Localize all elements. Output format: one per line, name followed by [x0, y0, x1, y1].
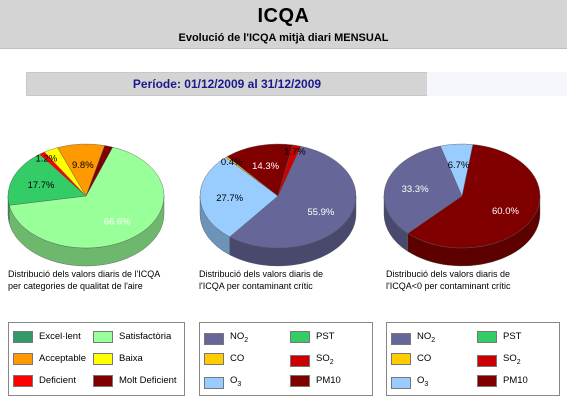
chart-1-caption-line-1: Distribució dels valors diaris de l'ICQA	[8, 269, 161, 279]
legend-swatch	[13, 375, 33, 387]
pie-chart-2: 55.9% 27.7% 0.4% 14.3% 1.7%	[199, 143, 357, 267]
pie-label-no2: 55.9%	[307, 207, 334, 218]
pie-label-so2: 1.7%	[284, 147, 306, 158]
legend-swatch	[290, 331, 310, 343]
chart-2-caption: Distribució dels valors diaris de l'ICQA…	[199, 268, 323, 292]
pie-chart-3: 60.0% 33.3% 6.7%	[383, 143, 541, 267]
legend-item-excel-lent: Excel·lent	[13, 329, 81, 345]
legend-swatch	[477, 331, 497, 343]
pie-slice-pm10	[226, 143, 293, 197]
pie-label-no2: 33.3%	[402, 184, 429, 195]
pie-slice-pm10	[407, 144, 541, 249]
legend-label: Excel·lent	[39, 331, 81, 342]
pie-slice-excel-lent	[7, 153, 87, 206]
chart-3-caption: Distribució dels valors diaris de l'ICQA…	[386, 268, 511, 292]
legend-chart-3: NO2 PST CO SO2 O3 PM10	[386, 322, 560, 396]
legend-label: PST	[316, 331, 335, 342]
legend-item-pm10: PM10	[290, 373, 341, 389]
legend-item-baixa: Baixa	[93, 351, 143, 367]
chart-1-caption: Distribució dels valors diaris de l'ICQA…	[8, 268, 160, 292]
legend-label: NO2	[417, 331, 436, 344]
legend-item-so2: SO2	[477, 351, 521, 367]
page-title: ICQA	[257, 5, 310, 27]
legend-swatch	[13, 331, 33, 343]
pie-label-o3: 27.7%	[216, 193, 243, 204]
legend-label: CO	[417, 353, 432, 364]
legend-label: CO	[230, 353, 245, 364]
legend-item-no2: NO2	[204, 329, 248, 345]
chart-3-caption-line-1: Distribució dels valors diaris de	[386, 269, 511, 279]
pie-slice-so2	[277, 144, 302, 197]
legend-item-o3: O3	[391, 373, 428, 389]
legend-swatch	[93, 375, 113, 387]
legend-label: SO2	[316, 353, 334, 366]
legend-swatch	[13, 353, 33, 365]
legend-label: Acceptable	[39, 353, 87, 364]
legend-label: Deficient	[39, 375, 76, 386]
legend-label: PST	[503, 331, 522, 342]
legend-swatch	[204, 333, 224, 345]
pie-label-acceptable: 9.8%	[72, 160, 94, 171]
legend-label: O3	[417, 375, 429, 388]
legend-item-o3: O3	[204, 373, 241, 389]
legend-item-molt-deficient: Molt Deficient	[93, 373, 177, 389]
pie-label-excel-lent: 17.7%	[28, 180, 55, 191]
chart-2-caption-line-1: Distribució dels valors diaris de	[199, 269, 324, 279]
pie-slice-satisfact-ria	[8, 146, 165, 249]
page-header: ICQA Evolució de l'ICQA mitjà diari MENS…	[0, 0, 567, 49]
legend-label: O3	[230, 375, 242, 388]
legend-item-acceptable: Acceptable	[13, 351, 86, 367]
legend-swatch	[477, 355, 497, 367]
page-subtitle: Evolució de l'ICQA mitjà diari MENSUAL	[178, 32, 389, 44]
legend-swatch	[391, 333, 411, 345]
pie-label-deficient: 1.2%	[36, 153, 58, 164]
legend-label: PM10	[503, 375, 528, 386]
legend-chart-2: NO2 PST CO SO2 O3 PM10	[199, 322, 373, 396]
legend-swatch	[477, 375, 497, 387]
legend-item-pst: PST	[290, 329, 334, 345]
legend-item-deficient: Deficient	[13, 373, 76, 389]
period-banner: Període: 01/12/2009 al 31/12/2009	[26, 72, 428, 96]
legend-chart-1: Excel·lent Satisfactòria Acceptable Baixa De…	[8, 322, 185, 396]
pie-slice-no2	[229, 146, 357, 249]
legend-item-pst: PST	[477, 329, 521, 345]
pie-slice-o3	[199, 157, 279, 238]
legend-swatch	[93, 331, 113, 343]
legend-label: Baixa	[119, 353, 143, 364]
period-text: Període: 01/12/2009 al 31/12/2009	[132, 77, 322, 91]
pie-label-o3: 6.7%	[448, 160, 470, 171]
pie-label-pm10: 14.3%	[252, 161, 279, 172]
legend-swatch	[204, 377, 224, 389]
legend-item-satisfact-ria: Satisfactòria	[93, 329, 171, 345]
legend-item-co: CO	[391, 351, 431, 367]
legend-swatch	[391, 377, 411, 389]
pie-chart-1: 66.6% 17.7% 1.2% 9.8%	[7, 143, 165, 267]
legend-item-no2: NO2	[391, 329, 435, 345]
legend-item-co: CO	[204, 351, 244, 367]
legend-swatch	[290, 375, 310, 387]
legend-swatch	[391, 353, 411, 365]
legend-label: SO2	[503, 353, 521, 366]
chart-3-caption-line-2: l'ICQA<0 per contaminant crític	[386, 281, 511, 291]
legend-swatch	[93, 353, 113, 365]
legend-label: NO2	[230, 331, 249, 344]
legend-item-pm10: PM10	[477, 373, 528, 389]
pie-charts: 66.6% 17.7% 1.2% 9.8% 55.9% 27.7% 0.4% 14.3% 1.7…	[7, 143, 541, 267]
legend-swatch	[290, 355, 310, 367]
pie-label-satisfact-ria: 66.6%	[104, 217, 131, 228]
legend-label: Molt Deficient	[119, 375, 177, 386]
chart-2-caption-line-2: l'ICQA per contaminant crític	[199, 281, 313, 291]
pie-slice-no2	[383, 145, 463, 234]
period-banner-fill	[427, 72, 567, 96]
pie-slice-o3	[440, 143, 474, 197]
legend-label: Satisfactòria	[119, 331, 172, 342]
chart-1-caption-line-2: per categories de qualitat de l'aire	[8, 281, 143, 291]
legend-swatch	[204, 353, 224, 365]
pie-slice-molt-deficient	[85, 145, 113, 197]
pie-label-co: 0.4%	[221, 157, 243, 168]
pie-label-pm10: 60.0%	[492, 206, 519, 217]
legend-label: PM10	[316, 375, 341, 386]
legend-item-so2: SO2	[290, 351, 334, 367]
